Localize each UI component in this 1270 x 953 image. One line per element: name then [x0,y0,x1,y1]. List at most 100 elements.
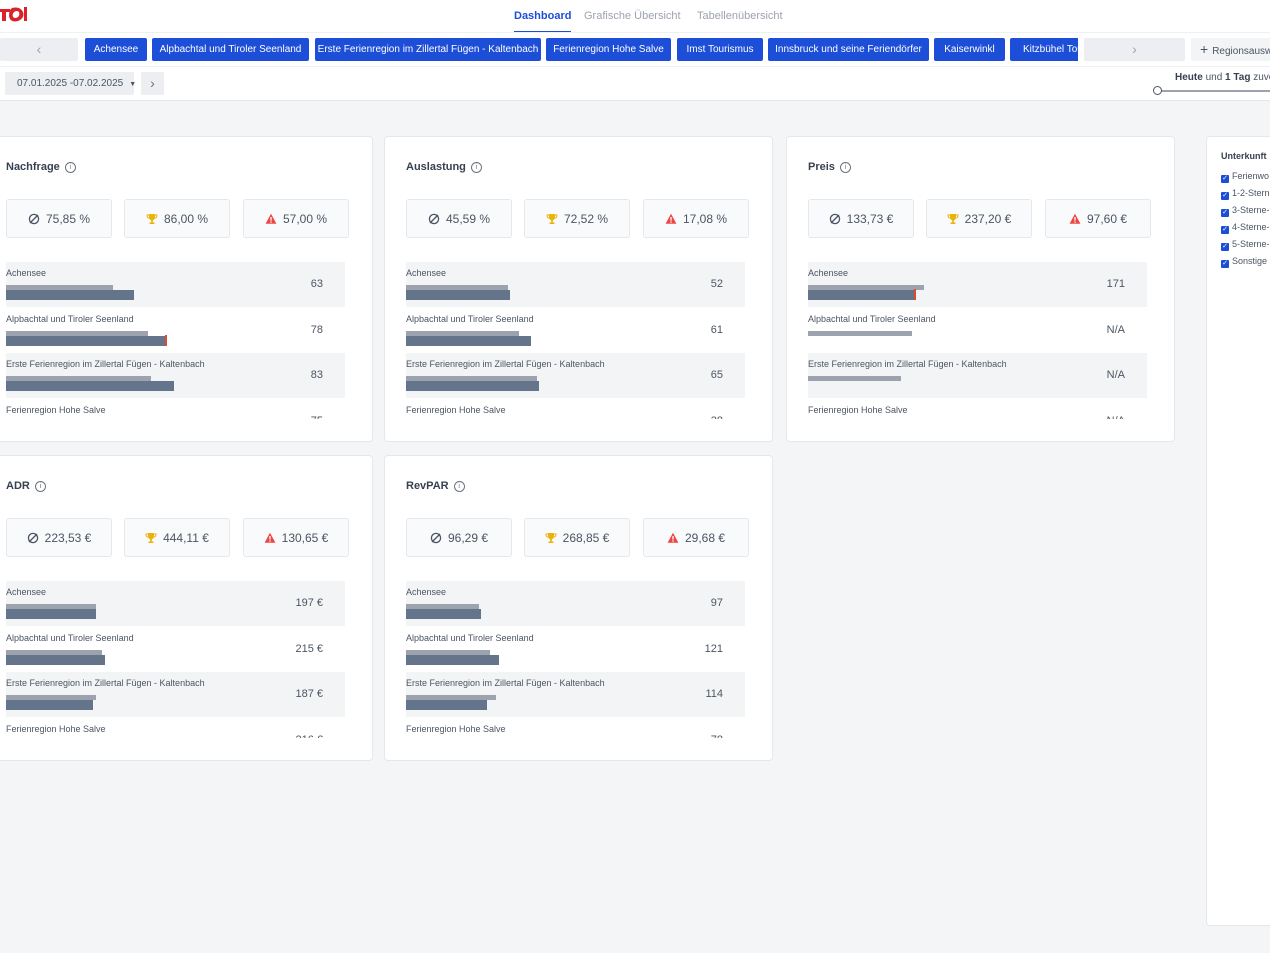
checkbox-checked-icon[interactable]: ✓ [1221,209,1229,217]
filter-label: 3-Sterne- [1232,205,1270,215]
card-title: Preis i [808,161,851,173]
value-bar [406,654,499,665]
comparison-slider-track[interactable] [1157,90,1270,92]
filter-label: Sonstige [1232,256,1268,266]
date-next-button[interactable]: › [141,72,164,95]
list-item: Alpbachtal und Tiroler Seenland 78 [6,308,345,353]
kpi-card-revpar: RevPAR i 96,29 €268,85 €29,68 € Achensee 97 A… [384,455,773,761]
info-icon[interactable]: i [453,481,465,492]
reference-bar [406,604,479,609]
kpi-card-preis: Preis i 133,73 € 237,20 € 97,60 € Achensee 171… [786,136,1175,442]
stat-value: 57,00 % [282,212,328,226]
filter-checkbox-item[interactable]: ✓1-2-Sterne [1221,188,1270,200]
stat-value: 130,65 € [281,531,329,545]
filter-checkbox-item[interactable]: ✓ 3-Sterne- [1221,205,1270,217]
card-title-text: Preis [808,161,835,173]
average-icon [27,521,39,559]
card-title: Auslastung i [406,161,482,173]
filter-label: 4-Sterne- [1232,222,1270,232]
region-label: Achensee [6,268,47,278]
main-nav: Dashboard Grafische Übersicht Tabellenüb… [0,9,1270,33]
tirol-logo[interactable] [0,6,28,29]
tab-grafische-uebersicht[interactable]: Grafische Übersicht [584,10,681,22]
comparison-offset: 1 Tag [1225,72,1251,83]
filter-checkbox-item[interactable]: ✓ Ferienwo [1221,171,1269,183]
checkbox-checked-icon[interactable]: ✓ [1221,175,1229,183]
region-chip[interactable]: Kitzbühel Tou [1010,38,1078,61]
stat-max: 237,20 € [926,199,1032,238]
stat-max: 86,00 % [124,199,230,238]
info-icon[interactable]: i [34,481,46,492]
value-bar [406,700,487,710]
region-chip[interactable]: Kaiserwinkl [934,38,1005,61]
region-chip[interactable]: Innsbruck und seine Feriendörfer [768,38,929,61]
info-icon[interactable]: i [839,162,851,173]
checkbox-checked-icon[interactable]: ✓ [1221,226,1229,234]
date-range-select[interactable]: 07.01.2025 -07.02.2025 ▼ [5,72,137,95]
list-item: Achensee 197 € [6,581,345,626]
region-label: Ferienregion Hohe Salve [6,723,106,734]
checkbox-checked-icon[interactable]: ✓ [1221,243,1229,251]
reference-bar [6,330,148,336]
region-chip[interactable]: Ferienregion Hohe Salve [546,38,671,61]
reference-bar [406,330,519,336]
trophy-icon [545,521,557,559]
value-bar [406,609,481,619]
stat-value: 444,11 € [163,531,209,545]
region-bar-list: Achensee 197 € Alpbachtal und Tiroler Seen… [6,581,345,738]
card-title: Nachfrage i [6,161,76,173]
region-chip[interactable]: Erste Ferienregion im Zillertal Fügen - … [315,38,541,61]
region-chip[interactable]: Imst Tourismus [677,38,763,61]
region-chip[interactable]: Alpbachtal und Tiroler Seenland [152,38,309,61]
region-next-button[interactable]: › [1084,38,1185,61]
reference-bar [6,285,113,290]
checkbox-checked-icon[interactable]: ✓ [1221,192,1229,200]
stat-avg: 75,85 % [6,199,112,238]
plus-icon: + [1200,41,1209,57]
reference-bar [406,376,537,381]
region-prev-button[interactable]: ‹ [0,38,78,61]
reference-bar [808,376,901,381]
region-bar-list: Achensee 63 Alpbachtal und Tiroler Seenlan… [6,262,345,419]
list-item: Erste Ferienregion im Zillertal Fügen - … [406,353,745,398]
stat-min: 17,08 % [643,199,749,238]
accommodation-filter-panel: Unterkunft ✓Ferienwo ✓1-2-Sterne ✓3-Ster… [1206,136,1270,926]
info-icon[interactable]: i [64,162,76,173]
value-bar [6,381,174,391]
bar-marker [914,289,916,300]
stat-value: 97,60 € [1086,212,1128,226]
list-item: Erste Ferienregion im Zillertal Fügen - … [808,353,1147,398]
tab-tabellenuebersicht[interactable]: Tabellenübersicht [697,10,783,22]
list-item: Ferienregion Hohe Salve 216 € [6,718,345,739]
filter-checkbox-item[interactable]: ✓ 4-Sterne- [1221,222,1270,234]
region-bar-list: Achensee 97 Alpbachtal und Tiroler Seenlan… [406,581,745,738]
stat-value: 268,85 € [562,531,610,545]
region-label: Achensee [406,268,447,278]
list-item: Erste Ferienregion im Zillertal Fügen - … [6,672,345,717]
region-chip[interactable]: Achensee [85,38,147,61]
add-region-button[interactable]: + Regionsausw [1191,38,1270,61]
info-icon[interactable]: i [470,162,482,173]
value-bar [6,700,93,710]
region-value: 61 [710,323,723,336]
region-label: Ferienregion Hohe Salve [406,404,506,415]
tab-dashboard[interactable]: Dashboard [514,9,572,33]
average-icon [428,202,440,240]
caret-down-icon: ▼ [129,81,137,88]
filter-checkbox-item[interactable]: ✓ Sonstige [1221,256,1267,268]
warning-icon [665,202,677,240]
region-label: Alpbachtal und Tiroler Seenland [808,313,936,324]
stat-max: 72,52 % [524,199,630,238]
stat-value: 86,00 % [163,212,209,226]
stat-avg: 45,59 % [406,199,512,238]
value-bar [6,335,166,346]
region-value: 52 [710,278,723,290]
reference-bar [808,285,924,290]
region-value: 187 € [295,688,323,700]
value-bar [6,609,96,619]
stat-value: 29,68 € [684,531,726,545]
comparison-slider-handle[interactable] [1153,86,1162,95]
stat-value: 96,29 € [447,531,489,545]
checkbox-checked-icon[interactable]: ✓ [1221,260,1229,268]
filter-checkbox-item[interactable]: ✓ 5-Sterne- [1221,239,1270,251]
